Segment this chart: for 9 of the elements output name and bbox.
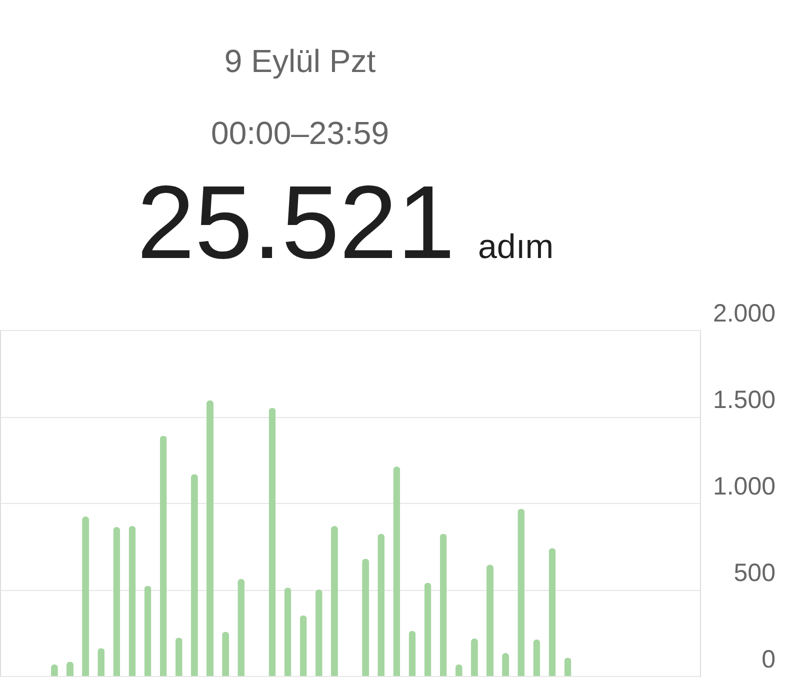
y-tick-label: 1.500 bbox=[712, 386, 776, 414]
text: 25.521 bbox=[136, 165, 455, 281]
y-tick-label: 2.000 bbox=[712, 300, 776, 328]
chart-subtitle: 00:00–23:59 bbox=[211, 115, 389, 151]
y-tick-label: 1.000 bbox=[712, 472, 776, 500]
y-tick-label: 0 bbox=[762, 646, 776, 674]
chart-title: 9 Eylül Pzt bbox=[224, 43, 376, 79]
y-tick-label: 500 bbox=[734, 559, 776, 587]
text: adım bbox=[478, 228, 554, 266]
